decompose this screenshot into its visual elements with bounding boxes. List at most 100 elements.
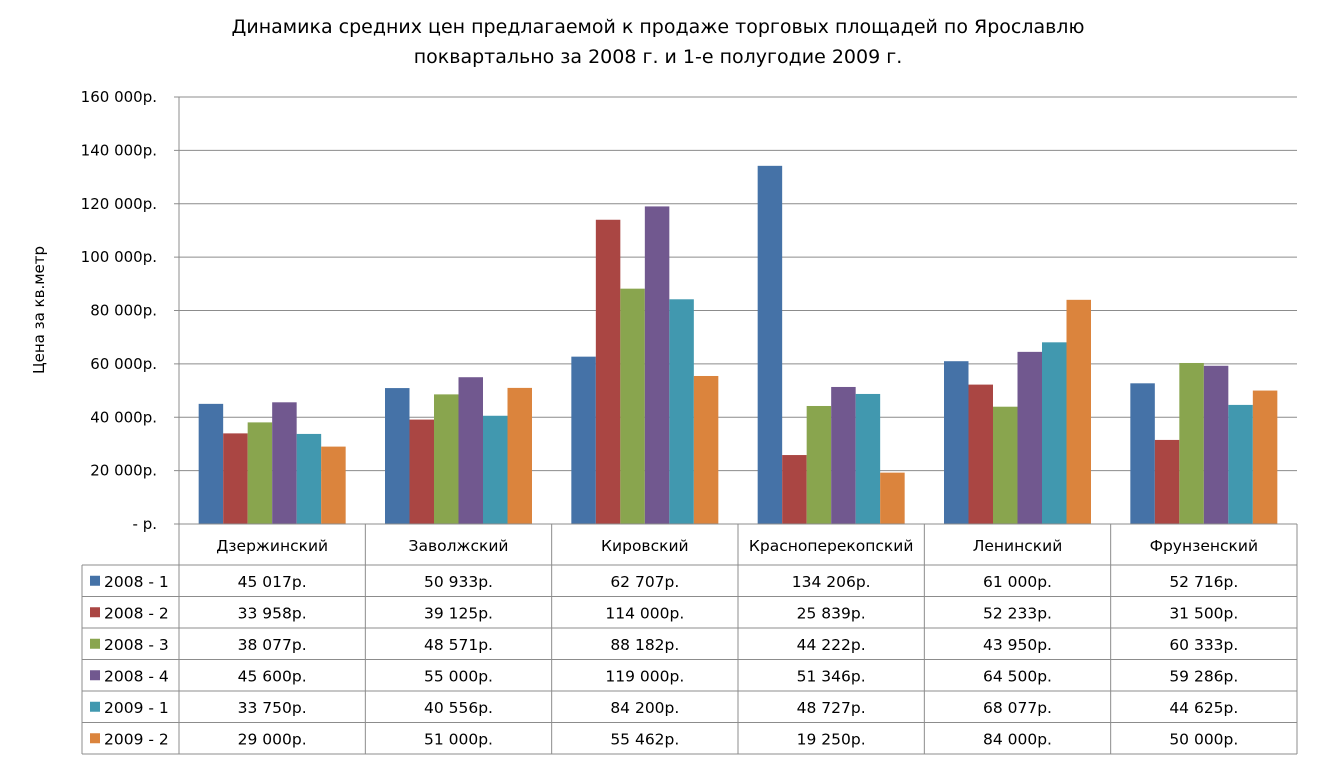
bar (855, 393, 881, 524)
bar (1130, 383, 1155, 524)
table-cell-value: 50 000р. (1169, 730, 1238, 748)
table-cell-value: 84 000р. (983, 730, 1052, 748)
legend-label: 2009 - 2 (104, 730, 169, 748)
table-cell-value: 44 222р. (797, 636, 866, 654)
y-tick-label: 20 000р. (90, 462, 157, 480)
bar (458, 377, 483, 524)
bar (1066, 299, 1091, 524)
table-cell-value: 45 017р. (238, 573, 307, 591)
table-cell-value: 59 286р. (1169, 667, 1238, 685)
bar (434, 394, 459, 524)
table-cell-value: 43 950р. (983, 636, 1052, 654)
table-cell-value: 52 233р. (983, 604, 1052, 622)
table-cell-value: 39 125р. (424, 604, 493, 622)
data-table: Дзержинский Заволжский Кировский Краснопере… (81, 523, 1298, 755)
x-tick-label: Кировский (601, 537, 689, 555)
legend-swatch (90, 670, 100, 681)
table-cell-value: 119 000р. (605, 667, 684, 685)
table-cell-value: 84 200р. (610, 699, 679, 717)
x-tick-label: Красноперекопский (749, 537, 914, 555)
table-cell-value: 31 500р. (1169, 604, 1238, 622)
bar (968, 384, 993, 524)
bar (223, 433, 248, 524)
bar (782, 455, 807, 524)
bar (1042, 342, 1067, 524)
legend-label: 2009 - 1 (104, 699, 169, 717)
legend-swatch (90, 607, 100, 618)
bar (831, 386, 856, 524)
bars (198, 165, 1278, 524)
legend-label: 2008 - 2 (104, 604, 169, 622)
bar (620, 288, 645, 524)
table-cell-value: 29 000р. (238, 730, 307, 748)
bar (409, 419, 434, 524)
table-cell-value: 68 077р. (983, 699, 1052, 717)
table-cell-value: 114 000р. (605, 604, 684, 622)
table-cell-value: 55 462р. (610, 730, 679, 748)
table-cell-value: 33 750р. (238, 699, 307, 717)
table-cell-value: 61 000р. (983, 573, 1052, 591)
table-cell-value: 64 500р. (983, 667, 1052, 685)
bar (757, 165, 783, 524)
table-cell-value: 62 707р. (610, 573, 679, 591)
bar (880, 472, 905, 524)
table-cell-value: 19 250р. (797, 730, 866, 748)
y-tick-label: 120 000р. (81, 195, 157, 213)
table-cell-value: 60 333р. (1169, 636, 1238, 654)
bar (1017, 351, 1042, 524)
table-cell-value: 52 716р. (1169, 573, 1238, 591)
table-cell-value: 40 556р. (424, 699, 493, 717)
legend-swatch (90, 638, 100, 649)
bar (644, 206, 670, 524)
bar (483, 415, 508, 524)
y-tick-label: - р. (133, 515, 157, 533)
bar (272, 402, 297, 524)
y-axis-ticks: - р. 20 000р. 40 000р. 60 000р. 80 000р. 100 … (81, 88, 157, 533)
bar (571, 356, 596, 524)
bar (993, 406, 1018, 524)
legend-swatch (90, 701, 100, 712)
x-tick-label: Фрунзенский (1150, 537, 1258, 555)
y-tick-label: 160 000р. (81, 88, 157, 106)
y-tick-label: 60 000р. (90, 355, 157, 373)
table-cell-value: 45 600р. (238, 667, 307, 685)
bar (1228, 404, 1253, 524)
y-tick-label: 140 000р. (81, 141, 157, 159)
bar (1154, 439, 1180, 524)
y-tick-label: 100 000р. (81, 248, 157, 266)
y-tick-label: 80 000р. (90, 302, 157, 320)
bar (1252, 390, 1278, 524)
legend-swatch (90, 575, 100, 586)
legend-label: 2008 - 3 (104, 636, 169, 654)
bar (321, 446, 346, 524)
chart-subtitle: поквартально за 2008 г. и 1-е полугодие … (414, 46, 903, 68)
bar (385, 388, 410, 524)
legend-label: 2008 - 4 (104, 667, 169, 685)
table-cell-value: 48 727р. (797, 699, 866, 717)
bar (1203, 365, 1229, 524)
y-tick-label: 40 000р. (90, 408, 157, 426)
bar (296, 433, 322, 524)
bar (247, 422, 273, 524)
bar (198, 403, 224, 524)
legend-label: 2008 - 1 (104, 573, 169, 591)
table-cell-value: 88 182р. (610, 636, 679, 654)
table-cell-value: 134 206р. (792, 573, 871, 591)
chart-title: Динамика средних цен предлагаемой к прод… (232, 16, 1085, 38)
gridlines (174, 96, 1297, 525)
y-axis-label: Цена за кв.метр (30, 246, 48, 374)
x-tick-label: Дзержинский (216, 537, 328, 555)
x-tick-label: Заволжский (409, 537, 509, 555)
table-cell-value: 51 000р. (424, 730, 493, 748)
table-cell-value: 25 839р. (797, 604, 866, 622)
table-cell-value: 44 625р. (1169, 699, 1238, 717)
table-cell-value: 33 958р. (238, 604, 307, 622)
table-cell-value: 48 571р. (424, 636, 493, 654)
x-tick-label: Ленинский (973, 537, 1063, 555)
bar (595, 219, 621, 524)
table-cell-value: 51 346р. (797, 667, 866, 685)
bar (507, 387, 532, 524)
table-cell-value: 55 000р. (424, 667, 493, 685)
